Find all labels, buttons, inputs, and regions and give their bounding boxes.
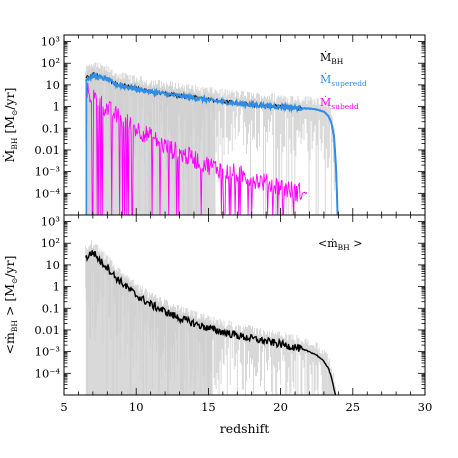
legend: <ṁBH > (318, 237, 362, 252)
y-tick-label: 10⁻⁴ (35, 366, 61, 380)
legend-entry: <ṁBH > (318, 237, 362, 252)
scatter-envelope (85, 240, 336, 395)
y-tick-label: 10 (45, 258, 60, 272)
panel-frame (63, 214, 426, 396)
plot-area (85, 240, 337, 395)
series-line-2 (86, 82, 308, 215)
x-ticks: 5 10 15 20 25 30 (60, 215, 432, 414)
y-tick-label: 0.1 (42, 301, 60, 315)
y-ticks: 10⁻⁴ 10⁻³ 0.01 0.1 1 10 10² 10³ (34, 215, 425, 396)
x-tick-label: 10 (129, 400, 144, 414)
series-line-0 (85, 250, 337, 395)
y-tick-label: 10² (41, 56, 60, 70)
y-ticks: 10⁻⁴ 10⁻³ 0.01 0.1 1 10 10² 10³ (34, 35, 425, 216)
axis-labels: ṀBH [M⊙/yr] <ṁBH > [M⊙/yr] redshift (2, 88, 269, 436)
x-tick-label: 25 (345, 400, 360, 414)
x-tick-label: 5 (60, 400, 67, 414)
plot-area (84, 62, 339, 215)
top-panel: 10⁻⁴ 10⁻³ 0.01 0.1 1 10 10² 10³ ṀBH Ṁsuperedd Ṁsub… (34, 34, 426, 216)
legend-entry: ṀBH (320, 50, 344, 66)
y-tick-label: 0.01 (34, 323, 60, 337)
legend-entry: Ṁsubedd (320, 95, 359, 111)
y-tick-label: 0.1 (42, 121, 60, 135)
y-axis-label: <ṁBH > [M⊙/yr] (2, 256, 19, 355)
y-tick-label: 10² (41, 236, 60, 250)
y-tick-label: 10³ (41, 215, 61, 229)
y-tick-label: 10⁻³ (35, 165, 61, 179)
y-axis-label: ṀBH [M⊙/yr] (2, 88, 19, 163)
legend: ṀBH Ṁsuperedd Ṁsubedd (320, 50, 367, 111)
y-tick-label: 10⁻⁴ (35, 186, 61, 200)
x-tick-label: 30 (418, 400, 433, 414)
y-tick-label: 10³ (41, 35, 61, 49)
y-tick-label: 0.01 (34, 143, 60, 157)
x-ticks (63, 35, 426, 215)
y-tick-label: 10⁻³ (35, 345, 61, 359)
x-axis-label: redshift (220, 421, 270, 436)
x-tick-label: 20 (273, 400, 288, 414)
x-tick-label: 15 (201, 400, 216, 414)
series-line-1 (84, 71, 339, 215)
bottom-panel: 10⁻⁴ 10⁻³ 0.01 0.1 1 10 10² 10³ 5 10 15 20 25 30 <ṁBH … (34, 214, 432, 414)
y-tick-label: 10 (45, 78, 60, 92)
y-tick-label: 1 (53, 100, 60, 114)
y-tick-label: 1 (53, 280, 60, 294)
legend-entry: Ṁsuperedd (320, 72, 367, 88)
